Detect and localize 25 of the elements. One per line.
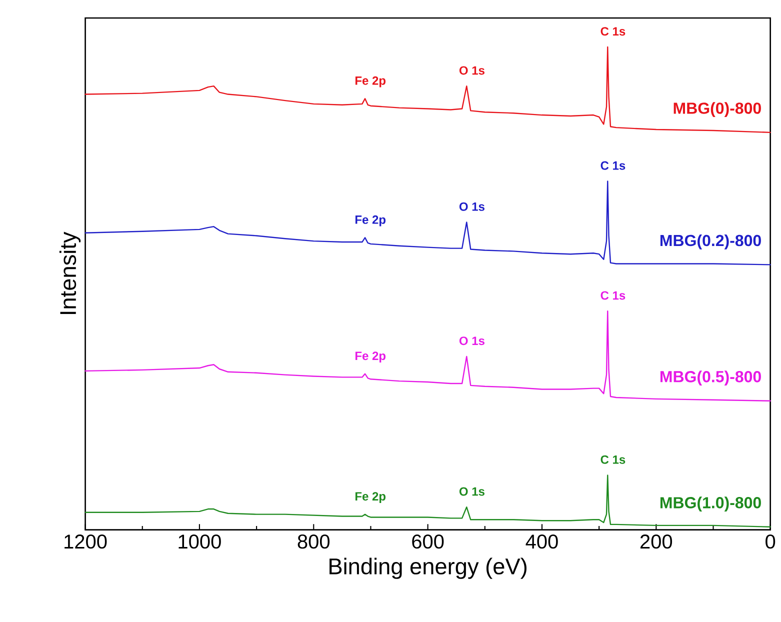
y-axis-title: Intensity <box>59 232 81 314</box>
x-tick-label: 800 <box>298 534 330 549</box>
annotation: Fe 2p <box>355 352 386 363</box>
x-tick-label: 0 <box>766 534 776 549</box>
x-tick-label: 600 <box>412 534 444 549</box>
annotation: O 1s <box>459 336 484 346</box>
annotation: C 1s <box>600 291 626 300</box>
annotation: C 1s <box>600 455 626 464</box>
x-tick-label: 200 <box>640 534 672 549</box>
series-label: MBG(0.5)-800 <box>660 370 761 386</box>
annotation: O 1s <box>459 66 484 75</box>
annotation: Fe 2p <box>355 216 386 226</box>
annotation: Fe 2p <box>355 492 386 504</box>
annotation: C 1s <box>600 161 626 170</box>
x-tick-label: 400 <box>526 534 558 549</box>
annotation: O 1s <box>459 202 484 211</box>
x-tick-label: 1000 <box>178 534 221 549</box>
series-label: MBG(0)-800 <box>674 102 761 118</box>
series-label: MBG(0.2)-800 <box>660 234 761 250</box>
series-label: MBG(1.0)-800 <box>660 496 761 512</box>
annotation: O 1s <box>459 487 484 496</box>
annotation: Fe 2p <box>355 76 386 88</box>
x-axis-title: Binding energy (eV) <box>330 558 526 580</box>
x-tick-label: 1200 <box>64 534 107 549</box>
annotation: C 1s <box>600 27 626 36</box>
